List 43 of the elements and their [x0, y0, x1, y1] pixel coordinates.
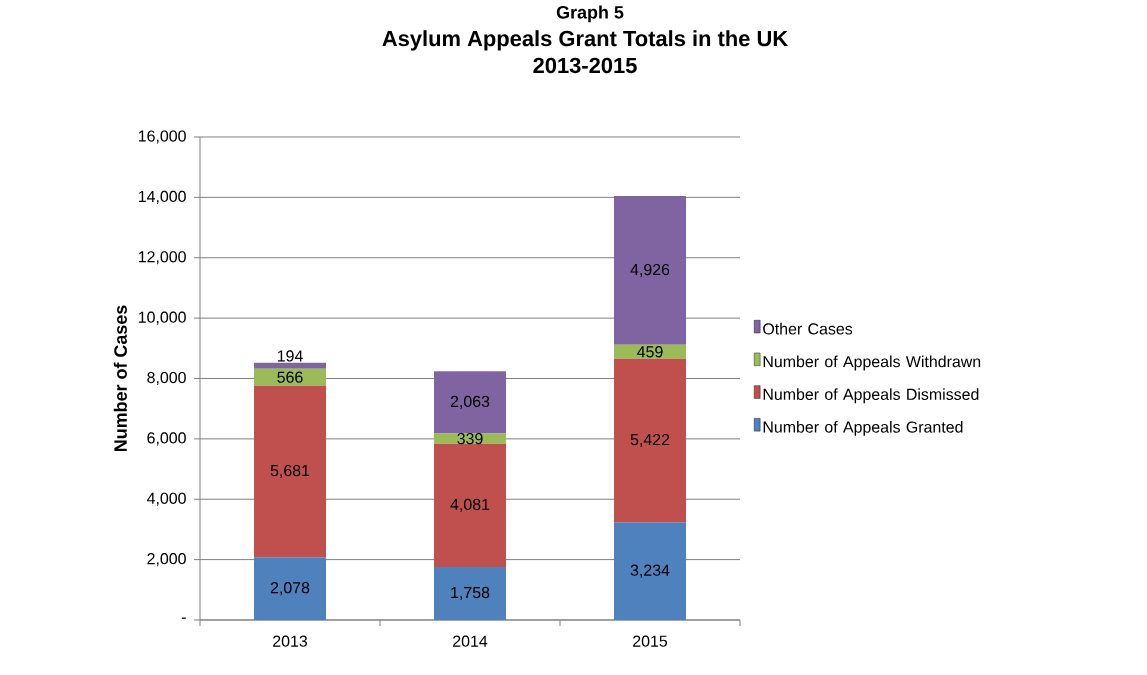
y-tick-label: - [181, 617, 186, 619]
data-label: 566 [277, 371, 303, 383]
bar [434, 433, 507, 444]
x-tick-label: 2015 [633, 635, 668, 647]
data-label: 1,758 [451, 586, 490, 601]
bar [614, 522, 687, 620]
data-label: 3,234 [630, 564, 670, 578]
legend-label: Number of Appeals Granted [763, 421, 963, 436]
y-tick-label: 6,000 [147, 432, 186, 446]
data-label: 459 [637, 346, 663, 358]
bar [434, 443, 507, 567]
bar [434, 371, 507, 434]
data-label: 4,081 [450, 498, 490, 512]
y-tick-label: 10,000 [138, 311, 186, 325]
bar [254, 368, 327, 386]
x-tick-label: 2014 [453, 635, 488, 647]
y-tick-label: 4,000 [146, 492, 186, 506]
bar [254, 362, 327, 369]
data-label: 5,422 [630, 433, 670, 448]
y-tick-label: 16,000 [138, 130, 186, 144]
bar [254, 385, 327, 558]
data-label: 2,063 [450, 395, 490, 409]
data-label: 194 [277, 350, 303, 362]
y-axis-title: Number of Cases [113, 305, 127, 452]
data-label: 2,078 [270, 582, 310, 596]
data-label: 339 [457, 432, 483, 445]
bar [254, 557, 327, 620]
y-tick-label: 8,000 [147, 371, 186, 386]
data-label: 4,926 [630, 263, 670, 278]
legend-label: Number of Appeals Dismissed [763, 388, 979, 404]
bar [614, 358, 687, 523]
legend-label: Other Cases [763, 322, 853, 335]
bar [614, 344, 687, 359]
y-tick-label: 14,000 [138, 190, 186, 204]
x-tick-label: 2013 [273, 635, 308, 647]
data-label: 5,681 [270, 464, 310, 479]
legend-label: Number of Appeals Withdrawn [763, 355, 981, 371]
y-tick-label: 2,000 [147, 553, 186, 567]
chart-title: Asylum Appeals Grant Totals in the UK 2013-2015 [382, 30, 788, 74]
y-tick-label: 12,000 [138, 251, 186, 265]
bar [434, 566, 507, 620]
caption: Graph 5 [556, 5, 624, 23]
bar [614, 196, 687, 345]
